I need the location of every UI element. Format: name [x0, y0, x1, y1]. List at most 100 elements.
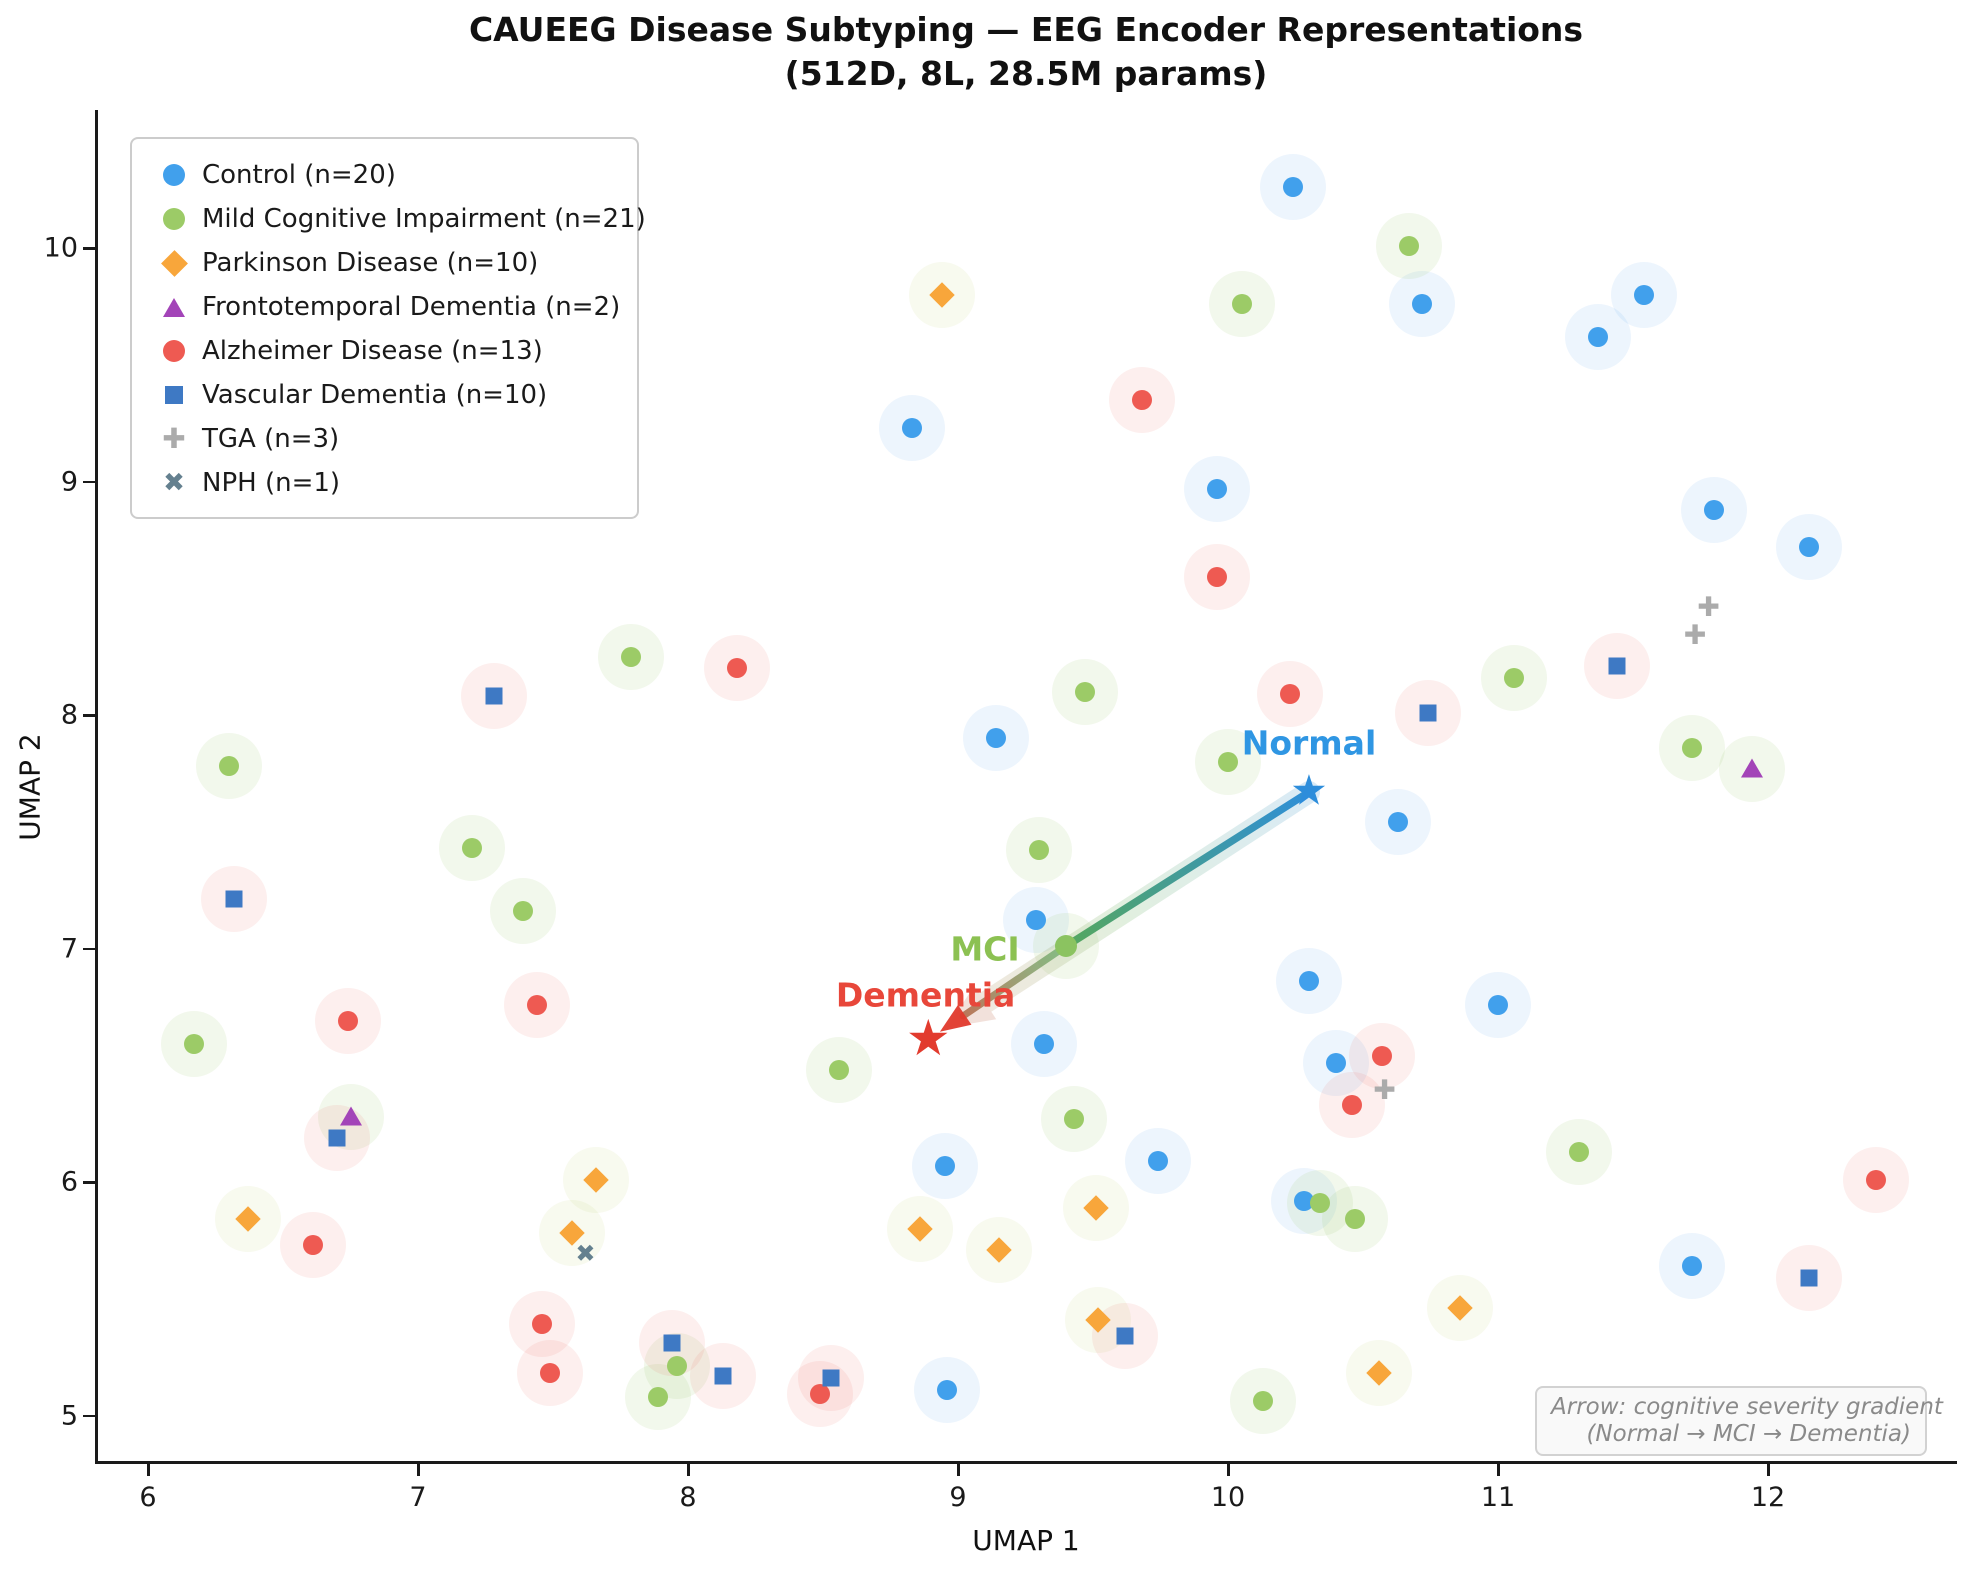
data-point-control	[1026, 910, 1047, 931]
data-point-mild	[1029, 840, 1049, 861]
y-axis-label: UMAP 2	[13, 733, 47, 841]
data-point-control	[1488, 994, 1508, 1015]
data-point-mild	[1504, 667, 1525, 688]
data-point-alzheimer	[810, 1384, 831, 1405]
x-tick-mark	[417, 1464, 420, 1476]
plus-marker-icon: ✚	[162, 422, 186, 455]
mci-centroid-label: MCI	[950, 929, 1020, 968]
x-tick-label: 8	[679, 1482, 697, 1513]
data-point-mild	[1064, 1108, 1085, 1129]
x-tick-label: 11	[1480, 1482, 1516, 1513]
legend-item-label: Frontotemporal Dementia (n=2)	[202, 292, 621, 322]
data-point-mild	[1218, 751, 1238, 772]
data-point-mild	[648, 1386, 669, 1407]
data-point-control	[1388, 812, 1409, 833]
data-point-mild	[667, 1356, 688, 1377]
square-marker-icon	[146, 386, 202, 404]
legend-item-parkinson: Parkinson Disease (n=10)	[146, 241, 637, 285]
data-point-alzheimer	[1131, 389, 1152, 410]
data-point-alzheimer	[1342, 1094, 1363, 1115]
data-point-vascular	[1608, 657, 1626, 675]
data-point-mild	[1309, 1193, 1330, 1213]
data-point-alzheimer	[1866, 1169, 1886, 1190]
data-point-vascular	[225, 890, 243, 908]
data-point-mild	[462, 838, 482, 859]
x-tick-mark	[687, 1464, 690, 1476]
dementia-centroid-star: ★	[905, 1008, 951, 1067]
data-point-alzheimer	[337, 1010, 358, 1031]
chart-title: CAUEEG Disease Subtyping — EEG Encoder R…	[95, 8, 1957, 96]
data-point-mild	[1682, 737, 1703, 758]
legend-item-label: Mild Cognitive Impairment (n=21)	[202, 204, 646, 234]
data-point-mild	[1074, 681, 1095, 702]
data-point-nph: ✖	[575, 1239, 596, 1268]
data-point-vascular	[485, 687, 503, 705]
data-point-mild	[183, 1034, 204, 1055]
data-point-vascular	[714, 1367, 732, 1385]
y-tick-label: 8	[60, 699, 78, 731]
x-tick-label: 12	[1750, 1482, 1786, 1513]
data-point-control	[1704, 499, 1724, 520]
legend-item-label: Vascular Dementia (n=10)	[202, 380, 548, 410]
data-point-mild	[1344, 1209, 1365, 1230]
data-point-control	[1293, 1190, 1314, 1211]
y-tick-label: 5	[60, 1400, 78, 1431]
data-point-control	[1587, 326, 1608, 347]
data-point-control	[1798, 536, 1819, 557]
dementia-centroid-label: Dementia	[835, 975, 1016, 1015]
annotation-line2: (Normal → MCI → Dementia)	[1586, 1421, 1911, 1447]
normal-centroid-label: Normal	[1241, 723, 1377, 763]
legend-item-alzheimer: Alzheimer Disease (n=13)	[146, 329, 637, 373]
annotation-line1: Arrow: cognitive severity gradient	[1551, 1394, 1943, 1420]
x-tick-mark	[1227, 1464, 1230, 1476]
data-point-control	[985, 728, 1006, 749]
x-tick-mark	[957, 1464, 960, 1476]
x-tick-label: 10	[1210, 1482, 1246, 1513]
data-point-control	[1034, 1034, 1055, 1055]
data-point-mild	[829, 1059, 850, 1080]
y-tick-label: 7	[60, 933, 78, 964]
data-point-mild	[1398, 235, 1419, 256]
circle-marker-icon	[146, 164, 202, 186]
data-point-tga: ✚	[1697, 591, 1720, 623]
y-tick-mark	[83, 247, 95, 250]
data-point-tga: ✚	[1373, 1074, 1396, 1106]
x-tick-mark	[1497, 1464, 1500, 1476]
legend-item-label: TGA (n=3)	[202, 424, 340, 454]
data-point-control	[1299, 971, 1319, 992]
x-marker-icon: ✖	[163, 468, 185, 498]
data-point-control	[902, 417, 923, 438]
legend: Control (n=20) Mild Cognitive Impairment …	[130, 137, 646, 519]
data-point-control	[937, 1379, 958, 1400]
chart-title-line2: (512D, 8L, 28.5M params)	[784, 54, 1268, 93]
data-point-frontotemporal	[1740, 758, 1763, 778]
chart-title-line1: CAUEEG Disease Subtyping — EEG Encoder R…	[468, 10, 1584, 49]
data-point-tga: ✚	[1683, 619, 1707, 651]
legend-item-mild: Mild Cognitive Impairment (n=21)	[146, 197, 646, 241]
data-point-vascular	[822, 1369, 840, 1387]
data-point-vascular	[1116, 1327, 1134, 1345]
data-point-alzheimer	[526, 994, 547, 1015]
legend-item-frontotemporal: Frontotemporal Dementia (n=2)	[146, 285, 637, 329]
y-tick-label: 9	[60, 466, 78, 497]
mci-centroid-dot	[1055, 935, 1077, 958]
data-point-vascular	[1419, 704, 1437, 722]
y-tick-label: 10	[43, 232, 78, 264]
data-point-alzheimer	[1371, 1045, 1392, 1066]
data-point-mild	[621, 646, 642, 667]
x-axis-label: UMAP 1	[972, 1524, 1080, 1557]
data-point-alzheimer	[1280, 683, 1301, 704]
data-point-control	[1412, 294, 1433, 315]
y-tick-mark	[83, 480, 95, 483]
data-point-alzheimer	[532, 1314, 553, 1335]
triangle-marker-icon	[146, 297, 202, 317]
diamond-marker-icon	[146, 249, 202, 277]
legend-item-tga: ✚ TGA (n=3)	[146, 417, 637, 461]
data-point-control	[934, 1155, 955, 1176]
annotation-box: Arrow: cognitive severity gradient (Norm…	[1535, 1386, 1943, 1456]
x-tick-label: 9	[949, 1482, 967, 1513]
data-point-frontotemporal	[339, 1106, 362, 1126]
data-point-alzheimer	[1207, 567, 1228, 588]
legend-item-label: NPH (n=1)	[202, 468, 341, 498]
